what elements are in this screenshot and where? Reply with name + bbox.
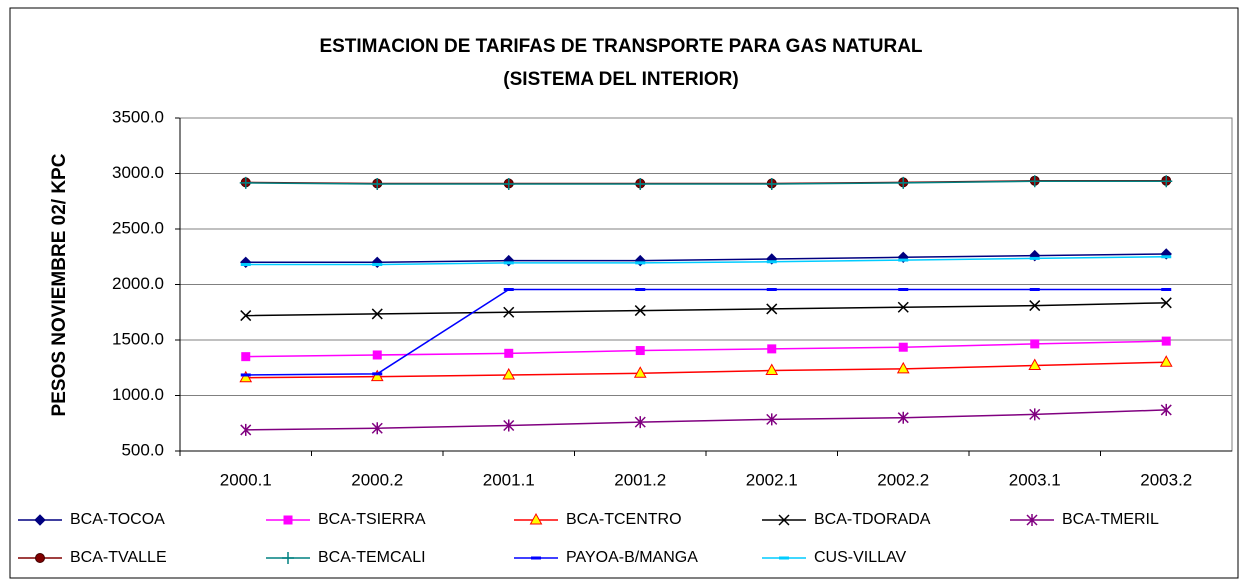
data-point bbox=[1028, 175, 1041, 188]
x-tick-label: 2001.2 bbox=[614, 470, 666, 489]
legend-marker bbox=[34, 514, 46, 526]
series-line bbox=[245, 256, 1167, 266]
x-tick-label: 2003.1 bbox=[1009, 470, 1061, 489]
data-point bbox=[1028, 358, 1042, 371]
x-tick-label: 2001.1 bbox=[483, 470, 535, 489]
data-point bbox=[503, 306, 515, 318]
x-tick-label: 2002.1 bbox=[746, 470, 798, 489]
data-point bbox=[504, 348, 514, 358]
data-point bbox=[897, 176, 910, 189]
series-line bbox=[245, 340, 1167, 358]
data-point bbox=[1029, 249, 1041, 262]
data-point bbox=[766, 413, 778, 426]
data-point bbox=[370, 369, 384, 382]
data-point bbox=[897, 411, 909, 424]
data-point bbox=[371, 422, 383, 435]
legend-label: BCA-TCENTRO bbox=[566, 511, 682, 528]
series-line bbox=[245, 409, 1167, 431]
chart-frame bbox=[9, 7, 1239, 579]
legend-label: BCA-TOCOA bbox=[70, 511, 165, 528]
legend-label: BCA-TVALLE bbox=[70, 549, 167, 566]
data-point bbox=[634, 178, 647, 191]
x-tick-label: 2003.2 bbox=[1140, 470, 1192, 489]
legend-marker bbox=[529, 512, 543, 525]
data-point bbox=[633, 366, 647, 378]
series-line bbox=[245, 180, 1167, 185]
data-point bbox=[1029, 300, 1041, 312]
legend-label: BCA-TSIERRA bbox=[318, 511, 426, 528]
data-point bbox=[898, 342, 908, 352]
data-point bbox=[765, 363, 779, 376]
data-point bbox=[1161, 336, 1171, 346]
y-tick-label: 500.0 bbox=[121, 440, 164, 459]
y-axis-label: PESOS NOVIEMBRE 02/ KPC bbox=[49, 153, 70, 416]
data-point bbox=[1029, 408, 1041, 421]
data-point bbox=[765, 178, 778, 191]
series-line bbox=[245, 253, 1167, 264]
data-point bbox=[1159, 355, 1173, 367]
data-point bbox=[1160, 403, 1172, 416]
series-line bbox=[245, 302, 1167, 317]
data-point bbox=[767, 344, 777, 354]
legend-marker bbox=[778, 514, 790, 526]
legend-marker bbox=[283, 515, 293, 525]
data-point bbox=[634, 305, 646, 317]
chart-title: ESTIMACION DE TARIFAS DE TRANSPORTE PARA… bbox=[319, 36, 922, 57]
y-tick-label: 1500.0 bbox=[112, 329, 164, 348]
data-point bbox=[503, 419, 515, 432]
data-point bbox=[239, 176, 252, 189]
data-point bbox=[239, 370, 253, 383]
legend-label: BCA-TEMCALI bbox=[318, 549, 426, 566]
x-tick-label: 2002.2 bbox=[877, 470, 929, 489]
x-tick-label: 2000.2 bbox=[351, 470, 403, 489]
data-point bbox=[897, 301, 909, 313]
data-point bbox=[766, 303, 778, 315]
y-tick-label: 2000.0 bbox=[112, 274, 164, 293]
legend-label: BCA-TMERIL bbox=[1062, 511, 1159, 528]
legend-marker bbox=[282, 552, 294, 564]
data-point bbox=[635, 346, 645, 356]
y-tick-label: 3500.0 bbox=[112, 107, 164, 126]
data-point bbox=[634, 416, 646, 429]
legend-label: BCA-TDORADA bbox=[814, 511, 931, 528]
series-line bbox=[245, 361, 1167, 379]
data-point bbox=[896, 361, 910, 374]
y-tick-label: 1000.0 bbox=[112, 385, 164, 404]
data-point bbox=[241, 352, 251, 362]
x-tick-label: 2000.1 bbox=[220, 470, 272, 489]
data-point bbox=[240, 310, 252, 322]
data-point bbox=[240, 423, 252, 436]
data-point bbox=[502, 367, 516, 380]
legend-label: PAYOA-B/MANGA bbox=[566, 549, 698, 566]
y-tick-label: 3000.0 bbox=[112, 163, 164, 182]
data-point bbox=[372, 350, 382, 360]
data-point bbox=[1160, 175, 1173, 188]
data-point bbox=[371, 178, 384, 191]
data-point bbox=[371, 308, 383, 320]
chart-subtitle: (SISTEMA DEL INTERIOR) bbox=[503, 69, 738, 90]
legend-marker bbox=[1026, 514, 1038, 526]
data-point bbox=[1160, 297, 1172, 309]
data-point bbox=[502, 178, 515, 191]
legend-marker bbox=[35, 553, 45, 563]
series-line bbox=[245, 288, 1167, 376]
legend-label: CUS-VILLAV bbox=[814, 549, 907, 566]
data-point bbox=[1030, 339, 1040, 349]
y-tick-label: 2500.0 bbox=[112, 218, 164, 237]
